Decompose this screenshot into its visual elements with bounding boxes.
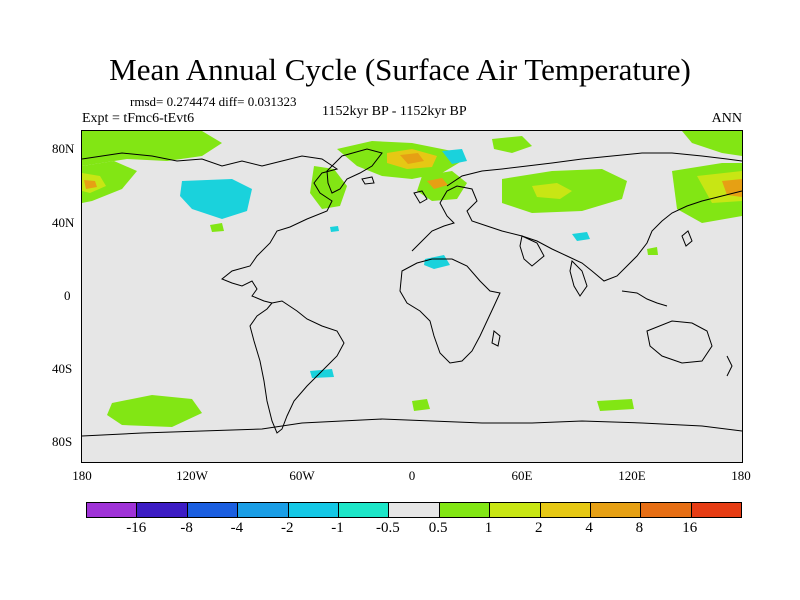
- colorbar-label: 16: [682, 520, 698, 536]
- period-label: 1152kyr BP - 1152kyr BP: [322, 104, 467, 119]
- madagascar-coast: [491, 330, 501, 347]
- australia-coast: [646, 320, 713, 364]
- colorbar-swatch: [137, 503, 188, 517]
- india-coast: [569, 259, 588, 297]
- colorbar-label: -16: [126, 520, 147, 536]
- coastlines: [82, 148, 742, 437]
- colorbar-swatch: [187, 503, 239, 517]
- lat-label-40s: 40S: [52, 361, 73, 376]
- colorbar-swatch: [590, 503, 642, 517]
- anomaly-fields: [82, 131, 742, 427]
- south-america-coast: [249, 300, 345, 434]
- colorbar-swatch: [641, 503, 692, 517]
- arabia-coast: [519, 235, 545, 267]
- lon-label-120e: 120E: [618, 468, 646, 483]
- siberia-yellow: [532, 183, 572, 199]
- colorbar-swatch: [338, 503, 390, 517]
- lat-label-80n: 80N: [52, 141, 75, 156]
- north-america-coast: [82, 152, 339, 304]
- scandinavia-orange: [427, 178, 448, 189]
- lat-label-40n: 40N: [52, 215, 75, 230]
- south-atlantic-cyan: [310, 369, 334, 378]
- colorbar-label: 4: [585, 520, 593, 536]
- uk-coast: [413, 190, 428, 204]
- map-title: Mean Annual Cycle (Surface Air Temperatu…: [109, 52, 691, 87]
- colorbar-label: -2: [280, 520, 294, 536]
- atlantic-cyan-small: [330, 226, 339, 232]
- colorbar-swatch: [87, 503, 138, 517]
- colorbar-label: 1: [484, 520, 493, 536]
- lat-label-80s: 80S: [52, 434, 73, 449]
- indonesia-coast: [621, 290, 668, 307]
- colorbar-label: -8: [180, 520, 193, 536]
- lon-label-120w: 120W: [176, 468, 208, 483]
- colorbar-label: 8: [635, 520, 644, 536]
- lon-label-180w: 180: [72, 468, 92, 483]
- arctic-cyan: [442, 149, 467, 164]
- africa-coast: [399, 258, 501, 364]
- colorbar-label: 2: [535, 520, 543, 536]
- new-zealand-coast: [726, 355, 733, 377]
- japan-coast: [681, 230, 693, 247]
- na-green-small: [210, 223, 224, 232]
- lon-label-0: 0: [408, 468, 416, 483]
- lon-label-60e: 60E: [511, 468, 533, 483]
- colorbar-swatch: [490, 503, 541, 517]
- colorbar-label: -4: [230, 520, 244, 536]
- greenland-coast: [326, 148, 383, 194]
- stats-text: rmsd= 0.274474 diff= 0.031323: [130, 94, 297, 109]
- colorbar-labels: -16 -8 -4 -2 -1 -0.5 0.5 1 2 4 8 16: [86, 519, 740, 537]
- eurasia-coast-south: [411, 185, 742, 282]
- antarctica-coast: [82, 418, 742, 437]
- colorbar-label: -1: [331, 520, 344, 536]
- canada-cyan: [180, 179, 252, 219]
- season-label: ANN: [711, 111, 742, 126]
- tibet-cyan: [572, 232, 590, 241]
- colorbar-swatch: [288, 503, 339, 517]
- colorbar-swatch: [439, 503, 491, 517]
- colorbar: [86, 502, 742, 518]
- lon-label-180e: 180: [731, 468, 751, 483]
- arctic-orange: [400, 153, 424, 164]
- world-map: [82, 131, 742, 462]
- arctic-green-small: [492, 136, 532, 153]
- iceland-coast: [361, 176, 375, 185]
- colorbar-swatch: [238, 503, 289, 517]
- arctic-green-west: [82, 131, 222, 166]
- colorbar-swatch: [540, 503, 591, 517]
- colorbar-label: -0.5: [375, 520, 400, 536]
- arctic-green-east: [682, 131, 742, 156]
- colorbar-label: 0.5: [428, 520, 448, 536]
- colorbar-swatch: [389, 503, 440, 517]
- map-panel: [81, 130, 743, 463]
- alaska-green: [82, 161, 137, 203]
- experiment-label: Expt = tFmc6-tEvt6: [82, 111, 195, 126]
- southern-pacific-green: [107, 395, 202, 427]
- southern-ocean-green-a: [412, 399, 430, 411]
- southern-ocean-green-b: [597, 399, 634, 411]
- eurasia-coast-north: [446, 152, 742, 187]
- alaska-orange: [84, 180, 97, 189]
- lon-label-60w: 60W: [289, 468, 315, 483]
- colorbar-swatch: [691, 503, 742, 517]
- asia-green-small: [647, 247, 658, 255]
- lat-label-0: 0: [64, 288, 71, 303]
